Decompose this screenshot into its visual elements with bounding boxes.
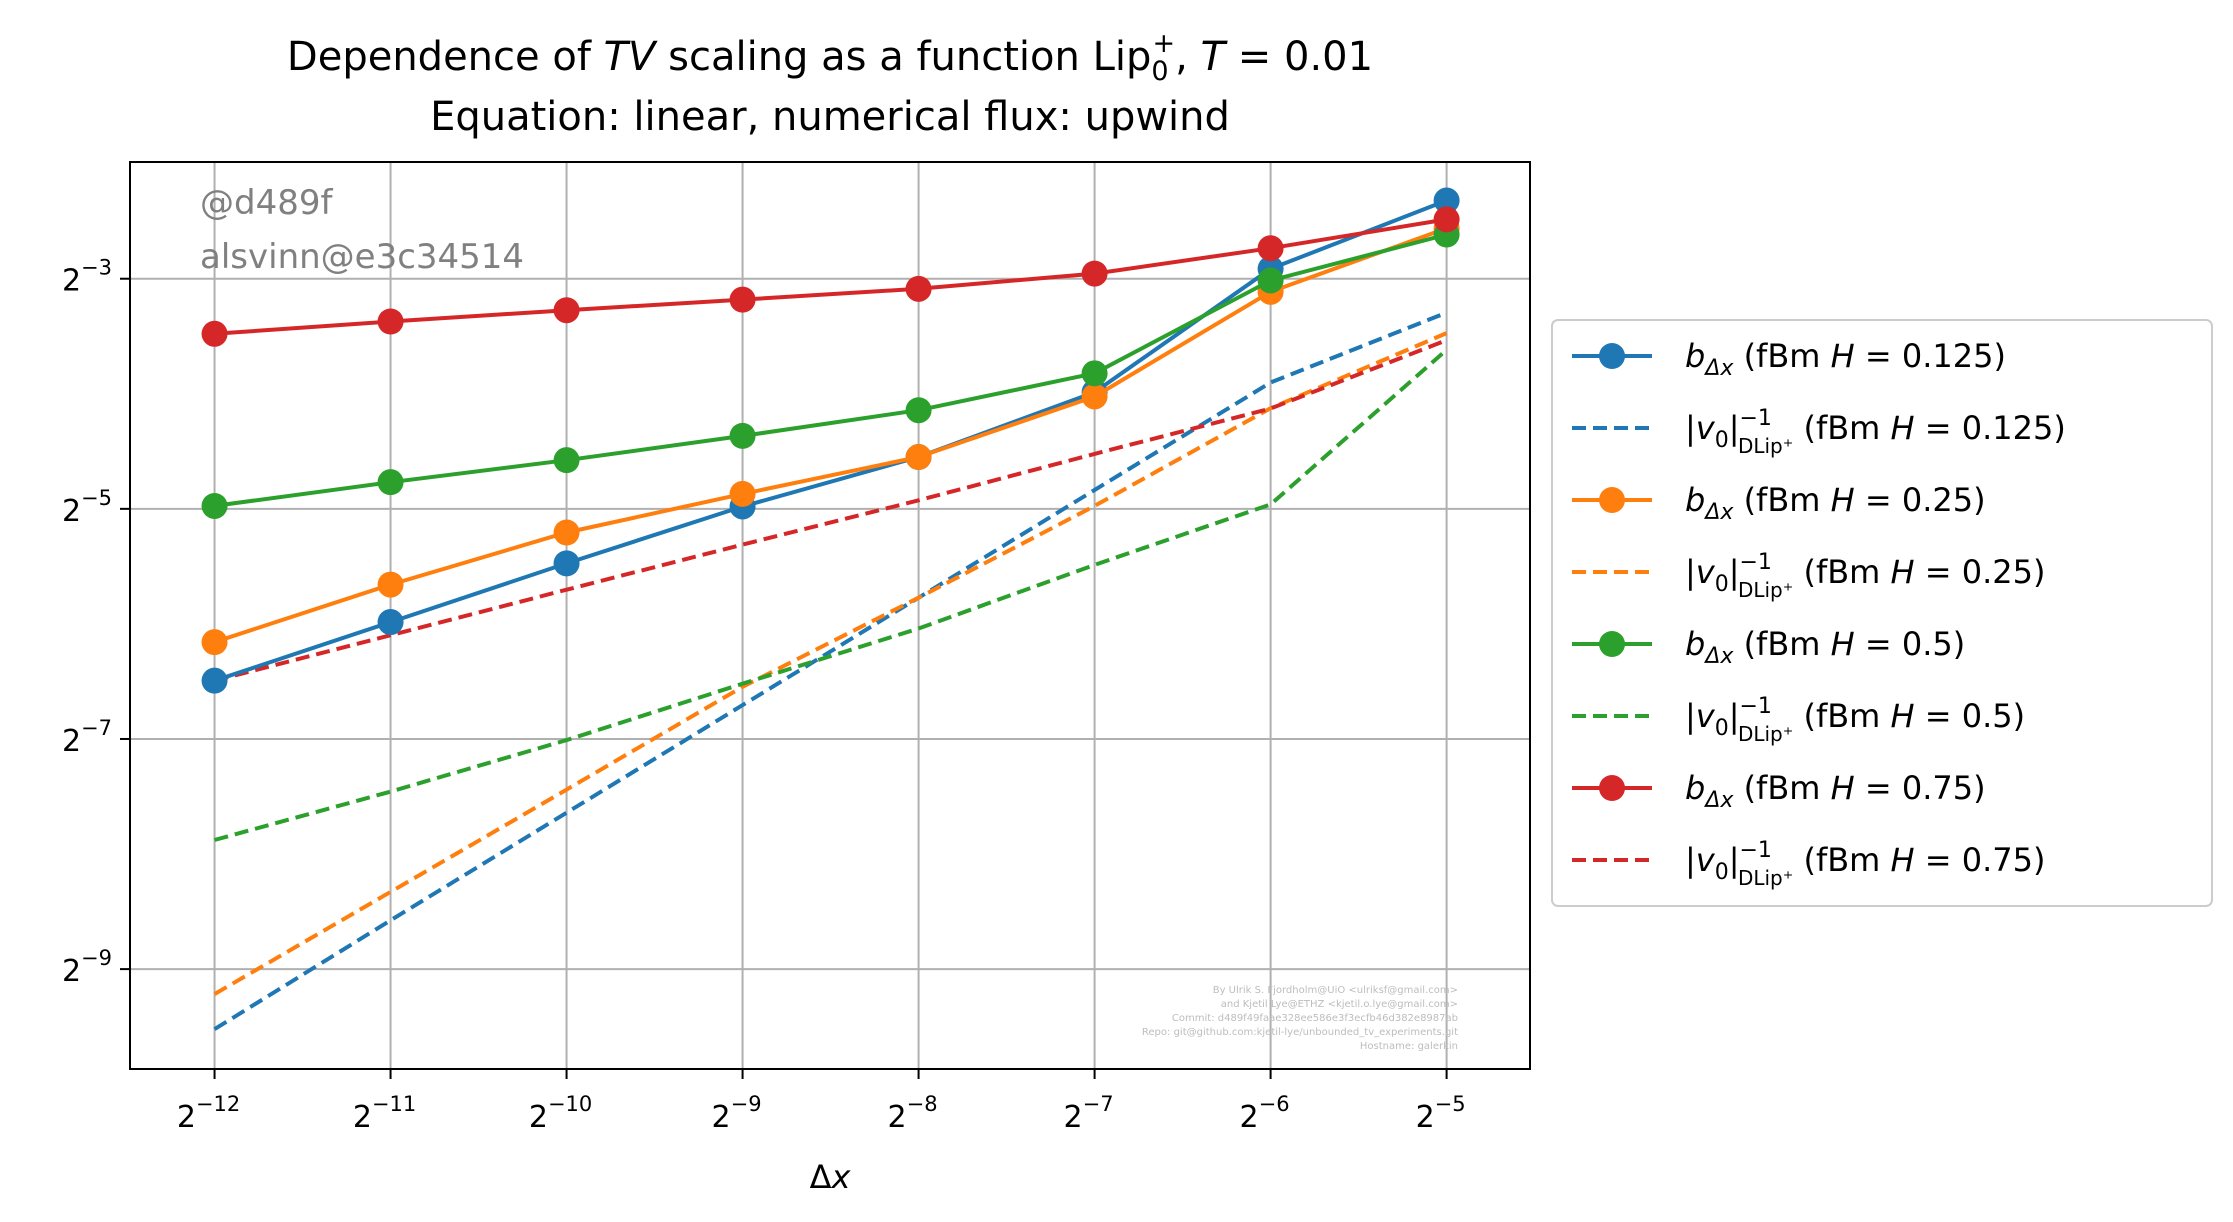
data-point (377, 571, 404, 598)
series-bound-1 (213, 310, 1448, 1031)
credits: By Ulrik S. Fjordholm@UiO <ulriksf@gmail… (1142, 985, 1458, 1052)
series-bound-3 (213, 331, 1448, 996)
legend-entry: bΔx (fBm H = 0.125) (1572, 337, 2006, 381)
series-line (214, 217, 1447, 336)
legend-entry: |v0|−1 DLip⁺ (fBm H = 0.5) (1572, 694, 2025, 746)
legend-label: |v0|−1 DLip⁺ (fBm H = 0.75) (1685, 838, 2045, 890)
series-line (214, 232, 1448, 508)
credit-line: Commit: d489f49faae328ee586e3f3ecfb46d38… (1172, 1013, 1458, 1024)
data-point (1433, 187, 1460, 214)
x-tick-label: 2−9 (712, 1092, 762, 1135)
legend-entry: bΔx (fBm H = 0.75) (1572, 769, 1986, 813)
legend-label: |v0|−1 DLip⁺ (fBm H = 0.125) (1685, 406, 2066, 458)
y-tick-label: 2−9 (62, 946, 112, 989)
chart-title: Dependence of TV scaling as a function L… (287, 28, 1373, 87)
data-point (553, 519, 580, 546)
series-b-4 (201, 221, 1460, 519)
series-line (213, 338, 1448, 683)
x-tick-label: 2−12 (177, 1092, 240, 1135)
series-line (213, 331, 1448, 996)
y-tick-label: 2−7 (62, 716, 112, 759)
data-point (729, 422, 756, 449)
chart-subtitle: Equation: linear, numerical flux: upwind (430, 94, 1230, 140)
series-line (213, 226, 1448, 645)
x-tick-label: 2−7 (1064, 1092, 1114, 1135)
data-point (905, 444, 932, 471)
y-tick-label: 2−3 (62, 256, 112, 299)
series-bound-5 (213, 348, 1448, 842)
data-point (553, 297, 580, 324)
y-tick-label: 2−5 (62, 486, 112, 529)
legend-entry: |v0|−1 DLip⁺ (fBm H = 0.25) (1572, 550, 2045, 602)
grid (130, 162, 1530, 1069)
data-point (377, 609, 404, 636)
series-line (213, 348, 1448, 842)
legend-label: bΔx (fBm H = 0.5) (1685, 625, 1965, 669)
data-point (377, 308, 404, 335)
legend-label: bΔx (fBm H = 0.25) (1685, 481, 1986, 525)
data-point (729, 480, 756, 507)
data-point (201, 492, 228, 519)
legend-entry: |v0|−1 DLip⁺ (fBm H = 0.75) (1572, 838, 2045, 890)
watermark-commit: @d489f (200, 183, 333, 223)
data-point (201, 667, 228, 694)
series-layer (201, 187, 1460, 1031)
legend-label: |v0|−1 DLip⁺ (fBm H = 0.5) (1685, 694, 2025, 746)
series-bound-7 (213, 338, 1448, 683)
credit-line: Hostname: galerkin (1360, 1041, 1458, 1052)
series-b-6 (201, 206, 1460, 347)
series-line (213, 310, 1448, 1031)
data-point (1257, 267, 1284, 294)
data-point (553, 550, 580, 577)
ticks: 2−12 2−11 2−10 2−9 2−8 2−7 2−6 2−5 2−3 2−5 2−7 2−9 (62, 256, 1466, 1135)
credit-line: and Kjetil Lye@ETHZ <kjetil.o.lye@gmail.… (1221, 999, 1458, 1010)
data-point (201, 320, 228, 347)
credit-line: By Ulrik S. Fjordholm@UiO <ulriksf@gmail… (1213, 985, 1458, 996)
data-point (201, 629, 228, 656)
data-point (905, 397, 932, 424)
legend-entry: bΔx (fBm H = 0.25) (1572, 481, 1986, 525)
legend-swatch-marker (1599, 343, 1625, 369)
legend-frame (1551, 319, 2213, 907)
credit-line: Repo: git@github.com:kjetil-lye/unbounde… (1142, 1027, 1458, 1038)
x-tick-label: 2−6 (1240, 1092, 1290, 1135)
legend: bΔx (fBm H = 0.125) |v0|−1 DLip⁺ (fBm H = … (1551, 319, 2213, 907)
x-tick-label: 2−10 (529, 1092, 592, 1135)
series-line (213, 198, 1448, 683)
plot-frame (129, 161, 1531, 1070)
data-point (1081, 260, 1108, 287)
data-point (1081, 383, 1108, 410)
legend-entry: bΔx (fBm H = 0.5) (1572, 625, 1965, 669)
data-point (905, 275, 932, 302)
legend-label: bΔx (fBm H = 0.75) (1685, 769, 1986, 813)
legend-label: |v0|−1 DLip⁺ (fBm H = 0.25) (1685, 550, 2045, 602)
legend-entry: |v0|−1 DLip⁺ (fBm H = 0.125) (1572, 406, 2066, 458)
data-point (1081, 360, 1108, 387)
data-point (729, 286, 756, 313)
data-point (553, 447, 580, 474)
legend-swatch-marker (1599, 631, 1625, 657)
data-point (1433, 206, 1460, 233)
x-tick-label: 2−8 (888, 1092, 938, 1135)
x-axis-label: Δx (810, 1158, 852, 1196)
x-tick-label: 2−11 (353, 1092, 416, 1135)
data-point (1257, 235, 1284, 262)
watermark-version: alsvinn@e3c34514 (200, 237, 524, 277)
legend-swatch-marker (1599, 775, 1625, 801)
legend-swatch-marker (1599, 487, 1625, 513)
x-tick-label: 2−5 (1416, 1092, 1466, 1135)
data-point (377, 469, 404, 496)
legend-label: bΔx (fBm H = 0.125) (1685, 337, 2006, 381)
